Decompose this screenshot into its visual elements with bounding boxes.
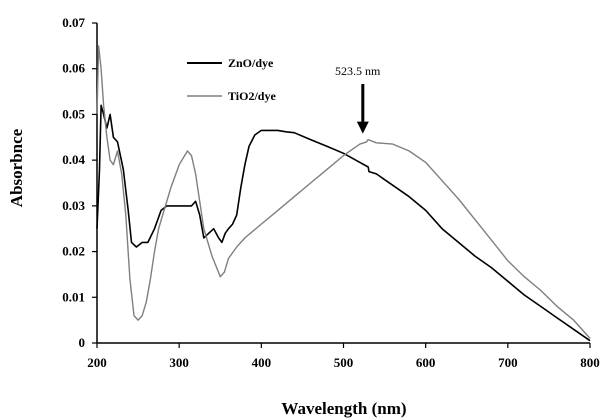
y-tick-label: 0	[79, 335, 86, 350]
peak-annotation: 523.5 nm	[335, 64, 381, 134]
x-tick-label: 700	[498, 355, 518, 370]
peak-annotation-label: 523.5 nm	[335, 64, 381, 78]
x-axis-label: Wavelength (nm)	[281, 399, 406, 418]
x-tick-label: 400	[252, 355, 272, 370]
x-tick-label: 600	[416, 355, 436, 370]
peak-arrow-head	[356, 121, 369, 134]
series-line-tio2-dye	[96, 45, 591, 339]
y-tick-label: 0.04	[62, 152, 85, 167]
legend-label-tio2-dye: TiO2/dye	[228, 89, 276, 103]
legend: ZnO/dye TiO2/dye	[187, 56, 276, 103]
y-tick-label: 0.05	[62, 106, 85, 121]
y-axis-label: Absorbnce	[7, 128, 26, 207]
y-tick-label: 0.01	[62, 289, 85, 304]
ticks-layer: 200 300 400 500 600 700 800 0 0.01 0.02 0.03 0.04 0.…	[62, 15, 600, 370]
y-tick-label: 0.06	[62, 61, 85, 76]
y-tick-label: 0.02	[62, 244, 85, 259]
legend-label-zno-dye: ZnO/dye	[228, 56, 274, 70]
y-tick-label: 0.07	[62, 15, 85, 30]
series-layer	[96, 45, 591, 342]
x-tick-label: 200	[87, 355, 107, 370]
y-tick-label: 0.03	[62, 198, 85, 213]
series-line-zno-dye	[96, 104, 591, 342]
x-tick-label: 800	[580, 355, 600, 370]
x-tick-label: 300	[169, 355, 189, 370]
x-tick-label: 500	[334, 355, 354, 370]
